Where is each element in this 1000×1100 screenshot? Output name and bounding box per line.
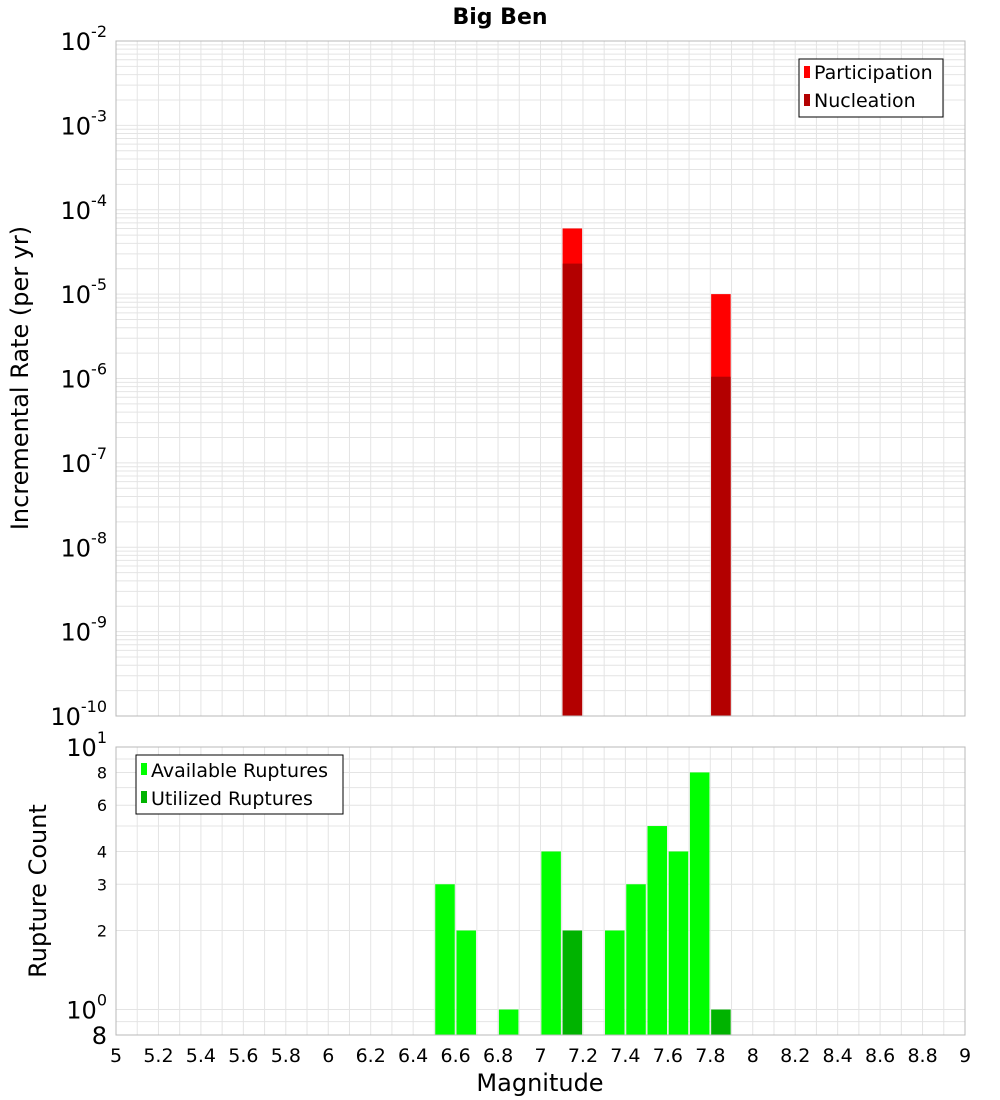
y-tick-label: 8: [97, 763, 107, 782]
y-tick-label: 10-5: [61, 275, 108, 309]
y-tick-label: 10-3: [61, 106, 108, 140]
y-tick-label: 10-8: [61, 528, 108, 562]
x-tick-label: 6.2: [356, 1045, 386, 1067]
available-ruptures-bar: [605, 930, 625, 1035]
nucleation-bar: [711, 376, 731, 716]
nucleation-bar: [562, 263, 583, 716]
available-ruptures-bar: [647, 826, 668, 1035]
plot-frame: [115, 746, 966, 1036]
x-tick-label: 8.8: [907, 1045, 937, 1067]
x-tick-label: 5.2: [143, 1045, 173, 1067]
x-tick-label: 8.2: [780, 1045, 810, 1067]
available-ruptures-bar: [541, 851, 561, 1035]
legend-label: Participation: [814, 62, 933, 84]
y-tick-label: 100: [66, 991, 107, 1025]
available-ruptures-bar: [689, 772, 710, 1035]
x-tick-label: 7.4: [610, 1045, 640, 1067]
chart-title: Big Ben: [452, 5, 547, 30]
available-ruptures-bar: [498, 1009, 519, 1035]
x-tick-label: 5.6: [228, 1045, 258, 1067]
utilized-ruptures-bar: [711, 1009, 731, 1035]
legend-swatch: [141, 763, 147, 775]
y-tick-label: 10-2: [61, 22, 108, 56]
y-tick-label: 10-4: [61, 191, 108, 225]
participation-nucleation-plot: 10-10 10-9 10-8 10-7 10-6 10-5 10-4 10-3 10-2 Par…: [50, 22, 966, 731]
x-tick-label: 5.8: [271, 1045, 301, 1067]
x-tick-label: 6.4: [398, 1045, 428, 1067]
x-tick-label: 7.6: [653, 1045, 683, 1067]
x-tick-label: 5: [110, 1045, 122, 1067]
available-ruptures-bar: [456, 930, 476, 1035]
utilized-ruptures-bar: [562, 930, 583, 1035]
legend-swatch: [804, 66, 810, 78]
top-y-axis-label: Incremental Rate (per yr): [6, 226, 34, 530]
x-tick-label: 7.2: [568, 1045, 598, 1067]
x-tick-label: 6.6: [440, 1045, 470, 1067]
y-tick-label: 3: [97, 875, 107, 894]
y-tick-label: 8: [92, 1022, 107, 1050]
x-tick-label: 6: [322, 1045, 334, 1067]
x-tick-label: 8: [747, 1045, 759, 1067]
top-legend: Participation Nucleation: [798, 58, 944, 118]
y-tick-label: 6: [97, 796, 107, 815]
legend-label: Nucleation: [814, 90, 916, 112]
legend-label: Utilized Ruptures: [151, 788, 313, 810]
bottom-y-axis-label: Rupture Count: [24, 804, 52, 978]
x-tick-label: 5.4: [186, 1045, 216, 1067]
x-tick-label: 6.8: [483, 1045, 513, 1067]
y-tick-label: 10-10: [50, 697, 107, 731]
x-tick-label: 9: [959, 1045, 971, 1067]
y-tick-label: 10-6: [61, 360, 108, 394]
x-tick-label: 8.4: [823, 1045, 853, 1067]
x-tick-label: 7: [534, 1045, 546, 1067]
x-tick-label: 8.6: [865, 1045, 895, 1067]
y-tick-label: 2: [97, 922, 107, 941]
available-ruptures-bar: [626, 884, 646, 1035]
legend-swatch: [141, 791, 147, 803]
available-ruptures-bar: [435, 884, 455, 1035]
bottom-legend: Available Ruptures Utilized Ruptures: [135, 754, 344, 815]
y-tick-label: 10-9: [61, 613, 108, 647]
available-ruptures-bar: [668, 851, 689, 1035]
x-axis-label: Magnitude: [476, 1069, 603, 1097]
y-tick-label: 4: [97, 842, 107, 861]
x-tick-label: 7.8: [695, 1045, 725, 1067]
plot-frame: [115, 40, 966, 717]
y-tick-label: 10-7: [61, 444, 108, 478]
y-tick-label: 101: [66, 728, 107, 762]
legend-label: Available Ruptures: [151, 760, 328, 782]
legend-swatch: [804, 94, 810, 106]
